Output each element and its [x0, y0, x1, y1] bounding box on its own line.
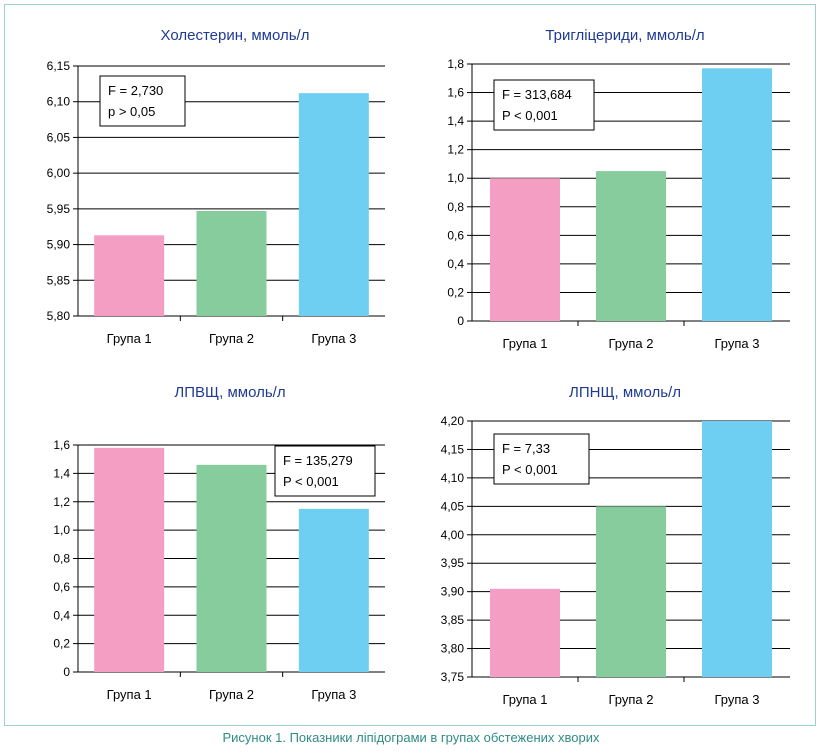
y-tick-label: 0,6	[447, 228, 464, 242]
y-tick-label: 1,6	[53, 438, 70, 452]
y-tick-label: 0	[457, 314, 464, 328]
bar-1	[490, 588, 560, 677]
chart-panel-3: ЛПВЩ, ммоль/л 0 0,2 0,4 0,6 0,8 1,0 1,2 1,4 1,6 Гр…	[53, 384, 385, 702]
category-label: Група 1	[107, 687, 152, 702]
y-tick-label: 5,90	[47, 238, 71, 252]
y-tick-label: 6,00	[47, 166, 71, 180]
y-tick-label: 0	[63, 665, 70, 679]
stats-box	[99, 75, 186, 127]
category-label: Група 3	[714, 336, 759, 351]
y-tick-label: 1,0	[447, 171, 464, 185]
stats-line: F = 313,684	[502, 87, 572, 102]
stats-line: P < 0,001	[502, 462, 558, 477]
chart-title: ЛПВЩ, ммоль/л	[174, 384, 285, 401]
category-label: Група 3	[311, 331, 356, 346]
charts-canvas: Холестерин, ммоль/л 5,80 5,85 5,90 5,95 6,00 6…	[47, 27, 790, 707]
chart-panel-4: ЛПНЩ, ммоль/л 3,75 3,80 3,85 3,90 3,95 4,00 4,0…	[441, 384, 790, 707]
bar-1	[94, 235, 165, 316]
y-tick-label: 0,2	[53, 637, 70, 651]
bar-3	[702, 421, 772, 677]
bar-1	[490, 178, 560, 321]
stats-box	[493, 79, 595, 131]
y-tick-label: 3,90	[441, 585, 465, 599]
y-tick-label: 0,4	[53, 608, 70, 622]
bar-2	[596, 171, 666, 321]
y-tick-label: 3,75	[441, 670, 465, 684]
bar-3	[298, 93, 369, 317]
bar-3	[702, 68, 772, 322]
bar-2	[596, 506, 666, 677]
category-label: Група 2	[608, 692, 653, 707]
y-tick-label: 3,95	[441, 556, 465, 570]
bar-3	[298, 508, 369, 672]
y-tick-label: 1,0	[53, 523, 70, 537]
bar-2	[196, 211, 267, 316]
category-label: Група 3	[714, 692, 759, 707]
y-tick-label: 4,00	[441, 528, 465, 542]
stats-line: P < 0,001	[502, 108, 558, 123]
y-tick-label: 1,2	[447, 143, 464, 157]
y-tick-label: 6,10	[47, 95, 71, 109]
chart-title: ЛПНЩ, ммоль/л	[569, 384, 681, 401]
y-tick-label: 1,4	[53, 466, 70, 480]
y-tick-label: 4,20	[441, 414, 465, 428]
y-tick-label: 6,05	[47, 130, 71, 144]
y-tick-label: 1,2	[53, 495, 70, 509]
y-tick-label: 5,80	[47, 309, 71, 323]
y-tick-label: 4,05	[441, 499, 465, 513]
figure-frame	[4, 4, 816, 726]
y-tick-label: 0,8	[53, 552, 70, 566]
chart-title: Холестерин, ммоль/л	[161, 27, 310, 44]
y-tick-label: 1,8	[447, 57, 464, 71]
bar-2	[196, 464, 267, 672]
y-tick-label: 1,4	[447, 114, 464, 128]
y-tick-label: 0,2	[447, 285, 464, 299]
chart-panel-2: Тригліцериди, ммоль/л 0 0,2 0,4 0,6 0,8 1,0 1,2…	[447, 27, 790, 351]
stats-line: F = 2,730	[108, 83, 163, 98]
y-tick-label: 0,6	[53, 580, 70, 594]
y-tick-label: 4,15	[441, 442, 465, 456]
stats-line: P < 0,001	[283, 474, 339, 489]
y-tick-label: 5,95	[47, 202, 71, 216]
figure-caption: Рисунок 1. Показники ліпідограми в група…	[222, 730, 600, 745]
y-tick-label: 4,10	[441, 471, 465, 485]
y-tick-label: 0,4	[447, 257, 464, 271]
stats-box	[274, 445, 376, 497]
chart-panel-1: Холестерин, ммоль/л 5,80 5,85 5,90 5,95 6,00 6…	[47, 27, 385, 346]
category-label: Група 3	[311, 687, 356, 702]
category-label: Група 1	[502, 692, 547, 707]
y-tick-label: 1,6	[447, 86, 464, 100]
stats-box	[493, 433, 590, 485]
y-tick-label: 3,85	[441, 613, 465, 627]
y-tick-label: 0,8	[447, 200, 464, 214]
stats-line: F = 135,279	[283, 453, 353, 468]
category-label: Група 2	[209, 331, 254, 346]
category-label: Група 1	[107, 331, 152, 346]
bar-1	[94, 447, 165, 672]
category-label: Група 2	[608, 336, 653, 351]
stats-line: F = 7,33	[502, 441, 550, 456]
category-label: Група 2	[209, 687, 254, 702]
y-tick-label: 3,80	[441, 642, 465, 656]
stats-line: p > 0,05	[108, 104, 155, 119]
category-label: Група 1	[502, 336, 547, 351]
chart-title: Тригліцериди, ммоль/л	[545, 27, 704, 44]
y-tick-label: 6,15	[47, 59, 71, 73]
y-tick-label: 5,85	[47, 273, 71, 287]
